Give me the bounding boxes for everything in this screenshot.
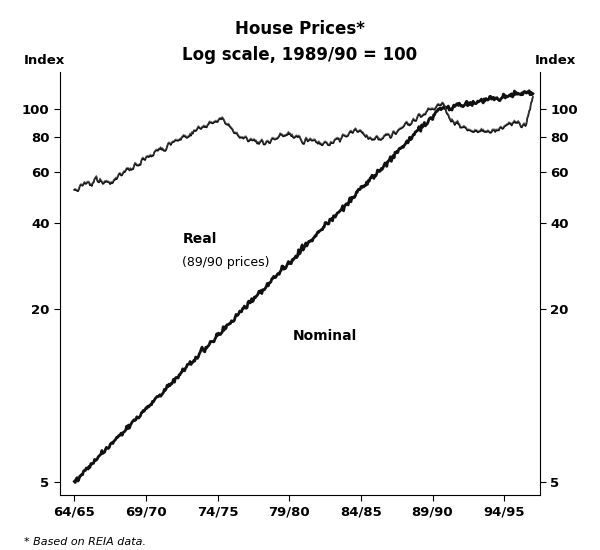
Text: * Based on REIA data.: * Based on REIA data. <box>24 537 146 547</box>
Text: Real: Real <box>182 232 217 246</box>
Text: Index: Index <box>535 54 576 67</box>
Title: House Prices*
Log scale, 1989/90 = 100: House Prices* Log scale, 1989/90 = 100 <box>182 20 418 64</box>
Text: Nominal: Nominal <box>293 329 357 343</box>
Text: (89/90 prices): (89/90 prices) <box>182 256 270 270</box>
Text: Index: Index <box>24 54 65 67</box>
